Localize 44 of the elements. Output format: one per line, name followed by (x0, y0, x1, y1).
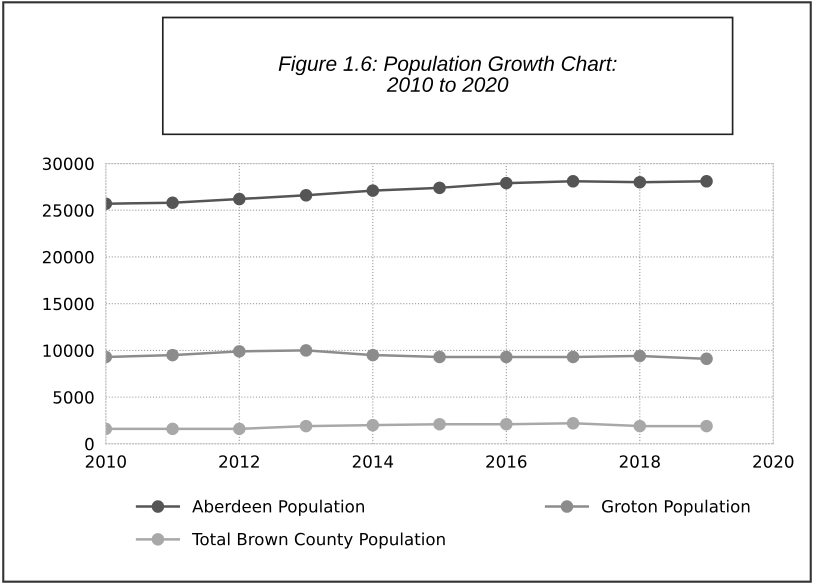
point (500, 350, 513, 364)
x-tick-label: 2016 (486, 455, 526, 468)
point (566, 350, 580, 364)
point (166, 196, 179, 210)
point (300, 344, 312, 357)
chart-title: Figure 1.6: Population Growth Chart: 2010 to 2020 (278, 56, 617, 92)
point (566, 175, 580, 188)
point (233, 192, 246, 206)
legend-label: Groton Population (602, 500, 750, 516)
point (500, 176, 513, 190)
point (233, 345, 246, 358)
point (433, 350, 446, 364)
point (634, 420, 646, 432)
y-tick-label: 20000 (42, 250, 94, 264)
x-tick-label: 2014 (352, 455, 394, 468)
point (366, 418, 380, 432)
point (366, 348, 380, 362)
point (300, 189, 312, 202)
point (166, 422, 179, 436)
point (366, 184, 380, 197)
point (300, 420, 312, 432)
point (166, 348, 179, 362)
y-tick-label: 5000 (54, 391, 94, 404)
x-tick-label: 2010 (86, 455, 126, 468)
legend-label: Total Brown County Population (192, 532, 445, 549)
point (700, 175, 713, 188)
x-tick-label: 2020 (753, 455, 794, 468)
point (433, 418, 446, 430)
x-tick-label: 2018 (620, 455, 660, 468)
point (700, 420, 713, 432)
x-tick-label: 2012 (219, 455, 259, 468)
point (634, 350, 646, 362)
point (700, 352, 713, 366)
point (433, 182, 446, 194)
point (500, 418, 513, 430)
point (233, 422, 246, 436)
point (634, 176, 646, 188)
y-tick-label: 15000 (44, 298, 94, 310)
point (566, 417, 580, 430)
legend-label: Aberdeen Population (192, 500, 364, 516)
y-tick-label: 30000 (42, 157, 94, 170)
y-tick-label: 25000 (42, 204, 94, 217)
y-tick-label: 10000 (44, 344, 94, 357)
y-tick-label: 0 (85, 438, 94, 450)
